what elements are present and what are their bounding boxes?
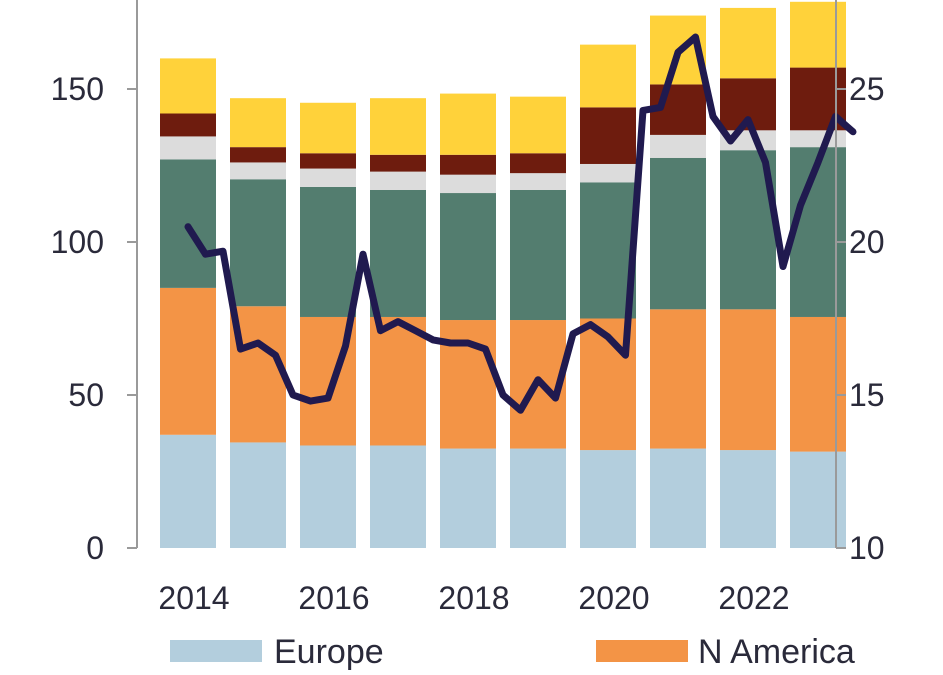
x-tick-label: 2022 bbox=[718, 580, 789, 616]
bar-2017-segment-0 bbox=[370, 445, 426, 548]
bar-2017-segment-5 bbox=[370, 98, 426, 155]
left-tick-label: 150 bbox=[51, 71, 104, 107]
bar-2014-segment-5 bbox=[160, 58, 216, 114]
bar-2016-segment-4 bbox=[300, 153, 356, 169]
legend-label: Europe bbox=[274, 633, 384, 671]
bar-2022-segment-0 bbox=[720, 450, 776, 548]
bar-2015-segment-2 bbox=[230, 179, 286, 307]
legend-label: N America bbox=[698, 633, 855, 671]
bar-2019-segment-2 bbox=[510, 189, 566, 321]
bar-2017-segment-3 bbox=[370, 171, 426, 190]
legend-swatch bbox=[170, 640, 262, 662]
bar-2019-segment-3 bbox=[510, 173, 566, 190]
bar-2016-segment-3 bbox=[300, 168, 356, 187]
bar-2014-segment-1 bbox=[160, 287, 216, 435]
bar-2014-segment-3 bbox=[160, 136, 216, 160]
bar-2017-segment-4 bbox=[370, 154, 426, 172]
x-tick-label: 2018 bbox=[438, 580, 509, 616]
bar-2015-segment-3 bbox=[230, 162, 286, 180]
bar-2023-segment-3 bbox=[790, 130, 846, 148]
left-tick-label: 100 bbox=[51, 224, 104, 260]
bar-2016-segment-2 bbox=[300, 186, 356, 317]
right-tick-label: 20 bbox=[849, 224, 885, 260]
bar-2020-segment-0 bbox=[580, 450, 636, 548]
x-tick-label: 2020 bbox=[578, 580, 649, 616]
bar-2023-segment-1 bbox=[790, 316, 846, 452]
left-tick-label: 0 bbox=[86, 530, 104, 566]
bar-2015-segment-4 bbox=[230, 147, 286, 163]
bar-2015-segment-0 bbox=[230, 442, 286, 548]
bar-2019-segment-5 bbox=[510, 96, 566, 154]
bar-2021-segment-0 bbox=[650, 448, 706, 548]
bar-2023-segment-5 bbox=[790, 1, 846, 68]
bar-2023-segment-0 bbox=[790, 451, 846, 548]
bar-2018-segment-4 bbox=[440, 154, 496, 175]
bar-2020-segment-5 bbox=[580, 44, 636, 108]
bar-2021-segment-2 bbox=[650, 157, 706, 310]
left-axis-ticks: 0 50 100 150 bbox=[51, 71, 137, 566]
bar-layer bbox=[160, 1, 846, 548]
line-series bbox=[184, 33, 857, 414]
bar-2021-segment-1 bbox=[650, 309, 706, 449]
bar-2022-segment-1 bbox=[720, 309, 776, 451]
bar-2019-segment-0 bbox=[510, 448, 566, 548]
legend: Europe N America bbox=[170, 633, 855, 671]
right-tick-label: 15 bbox=[849, 377, 885, 413]
bar-2022-segment-5 bbox=[720, 7, 776, 79]
bar-2018-segment-3 bbox=[440, 174, 496, 194]
bar-2019-segment-4 bbox=[510, 153, 566, 174]
bar-2014-segment-4 bbox=[160, 113, 216, 137]
bar-2018-segment-5 bbox=[440, 93, 496, 155]
bar-2015-segment-5 bbox=[230, 98, 286, 148]
bar-2018-segment-0 bbox=[440, 448, 496, 548]
x-tick-label: 2014 bbox=[158, 580, 229, 616]
axes bbox=[136, 0, 837, 548]
x-tick-label: 2016 bbox=[298, 580, 369, 616]
bar-2020-segment-3 bbox=[580, 163, 636, 183]
right-tick-label: 10 bbox=[849, 530, 885, 566]
line-layer bbox=[184, 33, 857, 414]
bar-2017-segment-2 bbox=[370, 189, 426, 317]
bar-2018-segment-2 bbox=[440, 193, 496, 321]
bar-2014-segment-0 bbox=[160, 434, 216, 548]
bar-2016-segment-5 bbox=[300, 102, 356, 154]
bar-2017-segment-1 bbox=[370, 316, 426, 446]
bar-2023-segment-2 bbox=[790, 147, 846, 317]
left-tick-label: 50 bbox=[68, 377, 104, 413]
right-tick-label: 25 bbox=[849, 71, 885, 107]
bar-2020-segment-4 bbox=[580, 107, 636, 164]
bar-2021-segment-3 bbox=[650, 134, 706, 158]
x-axis-ticks: 2014 2016 2018 2020 2022 bbox=[158, 580, 789, 616]
right-axis-ticks: 10 15 20 25 bbox=[836, 71, 885, 566]
bar-2016-segment-0 bbox=[300, 445, 356, 548]
legend-swatch bbox=[596, 640, 688, 662]
